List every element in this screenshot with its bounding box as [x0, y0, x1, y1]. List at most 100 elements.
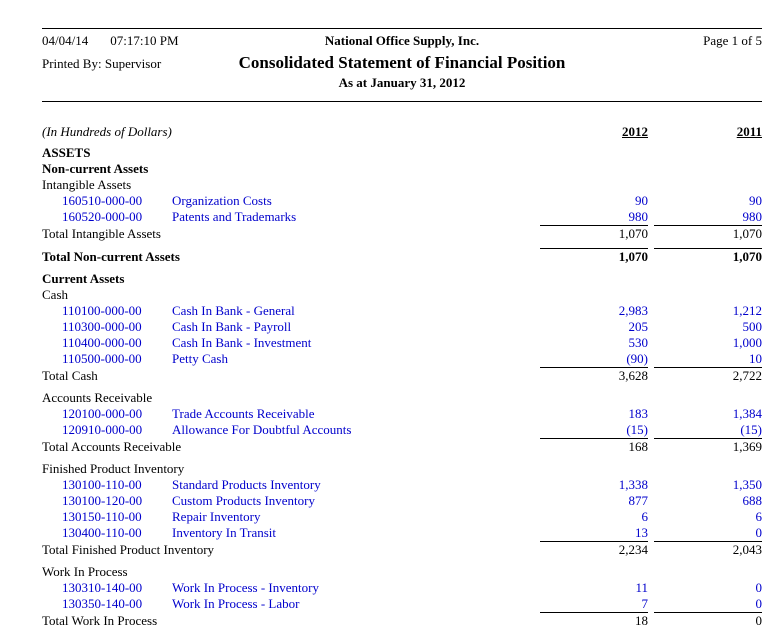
value-2011: 0 [755, 580, 763, 595]
group-heading-row: Accounts Receivable [42, 390, 762, 406]
account-row: 160520-000-00 Patents and Trademarks 980 98… [42, 209, 762, 225]
value-2012: 205 [628, 319, 649, 334]
account-row: 130310-140-00 Work In Process - Inventory… [42, 580, 762, 596]
account-code-link[interactable]: 130100-120-00 [62, 493, 143, 508]
value-2011: 1,070 [654, 225, 762, 242]
account-code-link[interactable]: 110100-000-00 [62, 303, 142, 318]
value-2011: 1,212 [732, 303, 762, 318]
value-2012: (90) [626, 351, 648, 366]
account-code-link[interactable]: 110400-000-00 [62, 335, 142, 350]
section-heading-row: Non-current Assets [42, 161, 762, 177]
account-name-link[interactable]: Work In Process - Labor [172, 596, 300, 611]
total-row: Total Intangible Assets 1,070 1,070 [42, 225, 762, 241]
row-label: Total Accounts Receivable [42, 439, 182, 454]
value-2011: 1,070 [654, 248, 762, 265]
account-row: 110100-000-00 Cash In Bank - General 2,983… [42, 303, 762, 319]
account-code-link[interactable]: 160510-000-00 [62, 193, 143, 208]
account-code-link[interactable]: 130150-110-00 [62, 509, 142, 524]
account-code-link[interactable]: 130100-110-00 [62, 477, 142, 492]
value-2012: 980 [628, 209, 649, 224]
header-divider-rule [42, 101, 762, 102]
total-row: Total Accounts Receivable 168 1,369 [42, 438, 762, 454]
account-name-link[interactable]: Cash In Bank - Investment [172, 335, 312, 350]
account-row: 130400-110-00 Inventory In Transit 13 0 [42, 525, 762, 541]
units-label: (In Hundreds of Dollars) [42, 124, 172, 139]
row-label: Finished Product Inventory [42, 461, 185, 476]
account-label: 110400-000-00 Cash In Bank - Investment [62, 335, 540, 351]
account-code-link[interactable]: 130310-140-00 [62, 580, 143, 595]
account-code-link[interactable]: 130400-110-00 [62, 525, 142, 540]
statement-table: (In Hundreds of Dollars) 2012 2011 ASSET… [42, 124, 762, 628]
group-heading-row: Cash [42, 287, 762, 303]
value-2012: 7 [641, 596, 649, 611]
account-code-link[interactable]: 120100-000-00 [62, 406, 143, 421]
account-row: 130100-120-00 Custom Products Inventory 87… [42, 493, 762, 509]
row-label: Total Cash [42, 368, 98, 383]
account-label: 160520-000-00 Patents and Trademarks [62, 209, 540, 225]
grand-total-row: Total Non-current Assets 1,070 1,070 [42, 248, 762, 264]
value-2012: 3,628 [540, 367, 648, 384]
account-name-link[interactable]: Petty Cash [172, 351, 228, 366]
company-name: National Office Supply, Inc. [324, 33, 480, 48]
value-2011: 0 [654, 612, 762, 629]
value-2011: 0 [755, 596, 763, 611]
row-label: Current Assets [42, 271, 125, 286]
account-row: 120100-000-00 Trade Accounts Receivable 18… [42, 406, 762, 422]
column-header-2011: 2011 [736, 124, 762, 139]
value-2011: 500 [742, 319, 763, 334]
account-name-link[interactable]: Cash In Bank - General [172, 303, 295, 318]
account-name-link[interactable]: Custom Products Inventory [172, 493, 315, 508]
account-name-link[interactable]: Patents and Trademarks [172, 209, 297, 224]
value-2011: 1,000 [732, 335, 762, 350]
value-2011: 2,043 [654, 541, 762, 558]
value-2012: 1,070 [540, 248, 648, 265]
row-label: Non-current Assets [42, 161, 149, 176]
value-2012: 2,983 [618, 303, 648, 318]
account-row: 110500-000-00 Petty Cash (90) 10 [42, 351, 762, 367]
value-2012: 1,070 [540, 225, 648, 242]
account-label: 130100-120-00 Custom Products Inventory [62, 493, 540, 509]
row-label: Total Finished Product Inventory [42, 542, 215, 557]
group-heading-row: Work In Process [42, 564, 762, 580]
value-2012: 11 [635, 580, 648, 595]
page-number: Page 1 of 5 [703, 33, 762, 48]
account-name-link[interactable]: Work In Process - Inventory [172, 580, 319, 595]
account-code-link[interactable]: 120910-000-00 [62, 422, 143, 437]
account-label: 120100-000-00 Trade Accounts Receivable [62, 406, 540, 422]
value-2011: 1,350 [732, 477, 762, 492]
row-label: ASSETS [42, 145, 91, 160]
account-code-link[interactable]: 110500-000-00 [62, 351, 142, 366]
account-code-link[interactable]: 130350-140-00 [62, 596, 143, 611]
account-name-link[interactable]: Standard Products Inventory [172, 477, 321, 492]
total-row: Total Work In Process 18 0 [42, 612, 762, 628]
date-time: 04/04/14 07:17:10 PM [42, 33, 325, 49]
value-2012: 168 [540, 438, 648, 455]
report-date: 04/04/14 [42, 33, 89, 48]
row-label: Total Non-current Assets [42, 249, 180, 264]
row-label: Work In Process [42, 564, 128, 579]
account-label: 110100-000-00 Cash In Bank - General [62, 303, 540, 319]
account-row: 130100-110-00 Standard Products Inventory… [42, 477, 762, 493]
row-label: Total Work In Process [42, 613, 158, 628]
group-heading-row: Intangible Assets [42, 177, 762, 193]
report-rows: ASSETS Non-current Assets Intangible Asset… [42, 145, 762, 628]
account-label: 110300-000-00 Cash In Bank - Payroll [62, 319, 540, 335]
account-name-link[interactable]: Organization Costs [172, 193, 272, 208]
account-row: 110400-000-00 Cash In Bank - Investment 53… [42, 335, 762, 351]
column-header-2012: 2012 [622, 124, 648, 139]
account-name-link[interactable]: Inventory In Transit [172, 525, 276, 540]
account-label: 130400-110-00 Inventory In Transit [62, 525, 540, 541]
account-code-link[interactable]: 160520-000-00 [62, 209, 143, 224]
row-label: Cash [42, 287, 68, 302]
account-row: 110300-000-00 Cash In Bank - Payroll 205 50… [42, 319, 762, 335]
account-name-link[interactable]: Repair Inventory [172, 509, 261, 524]
account-name-link[interactable]: Cash In Bank - Payroll [172, 319, 292, 334]
value-2012: 18 [540, 612, 648, 629]
account-label: 130100-110-00 Standard Products Inventory [62, 477, 540, 493]
row-label: Intangible Assets [42, 177, 132, 192]
value-2012: 6 [641, 509, 649, 524]
section-heading-row: Current Assets [42, 271, 762, 287]
account-name-link[interactable]: Trade Accounts Receivable [172, 406, 315, 421]
account-name-link[interactable]: Allowance For Doubtful Accounts [172, 422, 352, 437]
account-code-link[interactable]: 110300-000-00 [62, 319, 142, 334]
